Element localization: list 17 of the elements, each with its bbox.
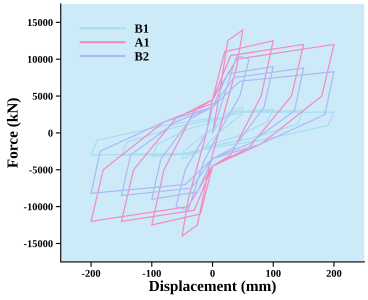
y-axis-title: Force (kN) [6, 98, 21, 168]
x-tick-label: 200 [326, 270, 342, 277]
y-tick-label: 0 [48, 130, 53, 137]
y-tick-label: -15000 [24, 240, 53, 248]
legend-label: A1 [134, 38, 150, 47]
y-tick-label: -5000 [29, 166, 53, 174]
y-tick-label: 15000 [28, 19, 53, 26]
x-tick-label: -200 [82, 270, 100, 277]
x-tick-label: -100 [142, 270, 161, 277]
x-axis-title: Displacement (mm) [148, 280, 276, 294]
x-tick-label: 0 [210, 270, 215, 277]
y-tick-label: 10000 [28, 56, 53, 63]
y-tick-label: 5000 [32, 92, 53, 100]
y-tick-label: -10000 [24, 203, 53, 210]
legend-label: B1 [134, 24, 148, 33]
x-tick-label: 100 [266, 270, 281, 277]
legend-label: B2 [134, 52, 149, 61]
